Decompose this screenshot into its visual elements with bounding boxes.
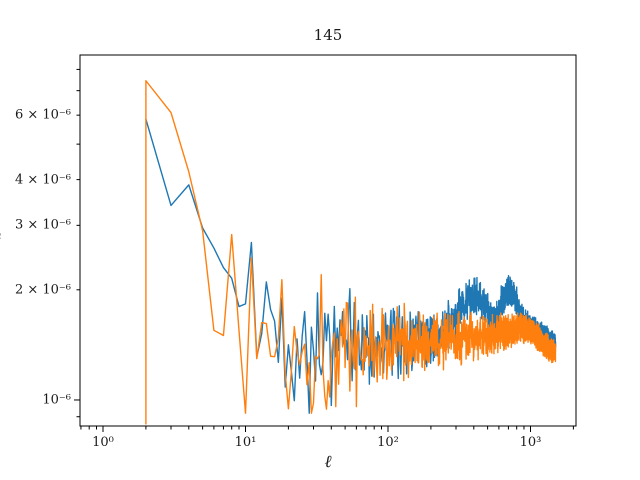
axes-frame [79, 54, 577, 427]
x-tick-label: 10⁰ [92, 435, 114, 450]
y-tick-label: 10⁻⁶ [42, 392, 71, 408]
chart-title: 145 [313, 26, 343, 44]
x-tick-label: 10¹ [234, 435, 257, 450]
y-axis-label-fragment: ℓ [0, 231, 1, 242]
y-tick-label: 2 × 10⁻⁶ [14, 282, 71, 298]
x-tick-label: 10³ [519, 435, 542, 450]
x-tick-label: 10² [377, 435, 399, 450]
x-axis-label: ℓ [324, 452, 332, 472]
series-orange-line [145, 80, 557, 425]
y-tick-label: 6 × 10⁻⁶ [14, 107, 71, 123]
y-tick-label: 3 × 10⁻⁶ [14, 217, 71, 233]
y-tick-label: 4 × 10⁻⁶ [14, 172, 71, 188]
